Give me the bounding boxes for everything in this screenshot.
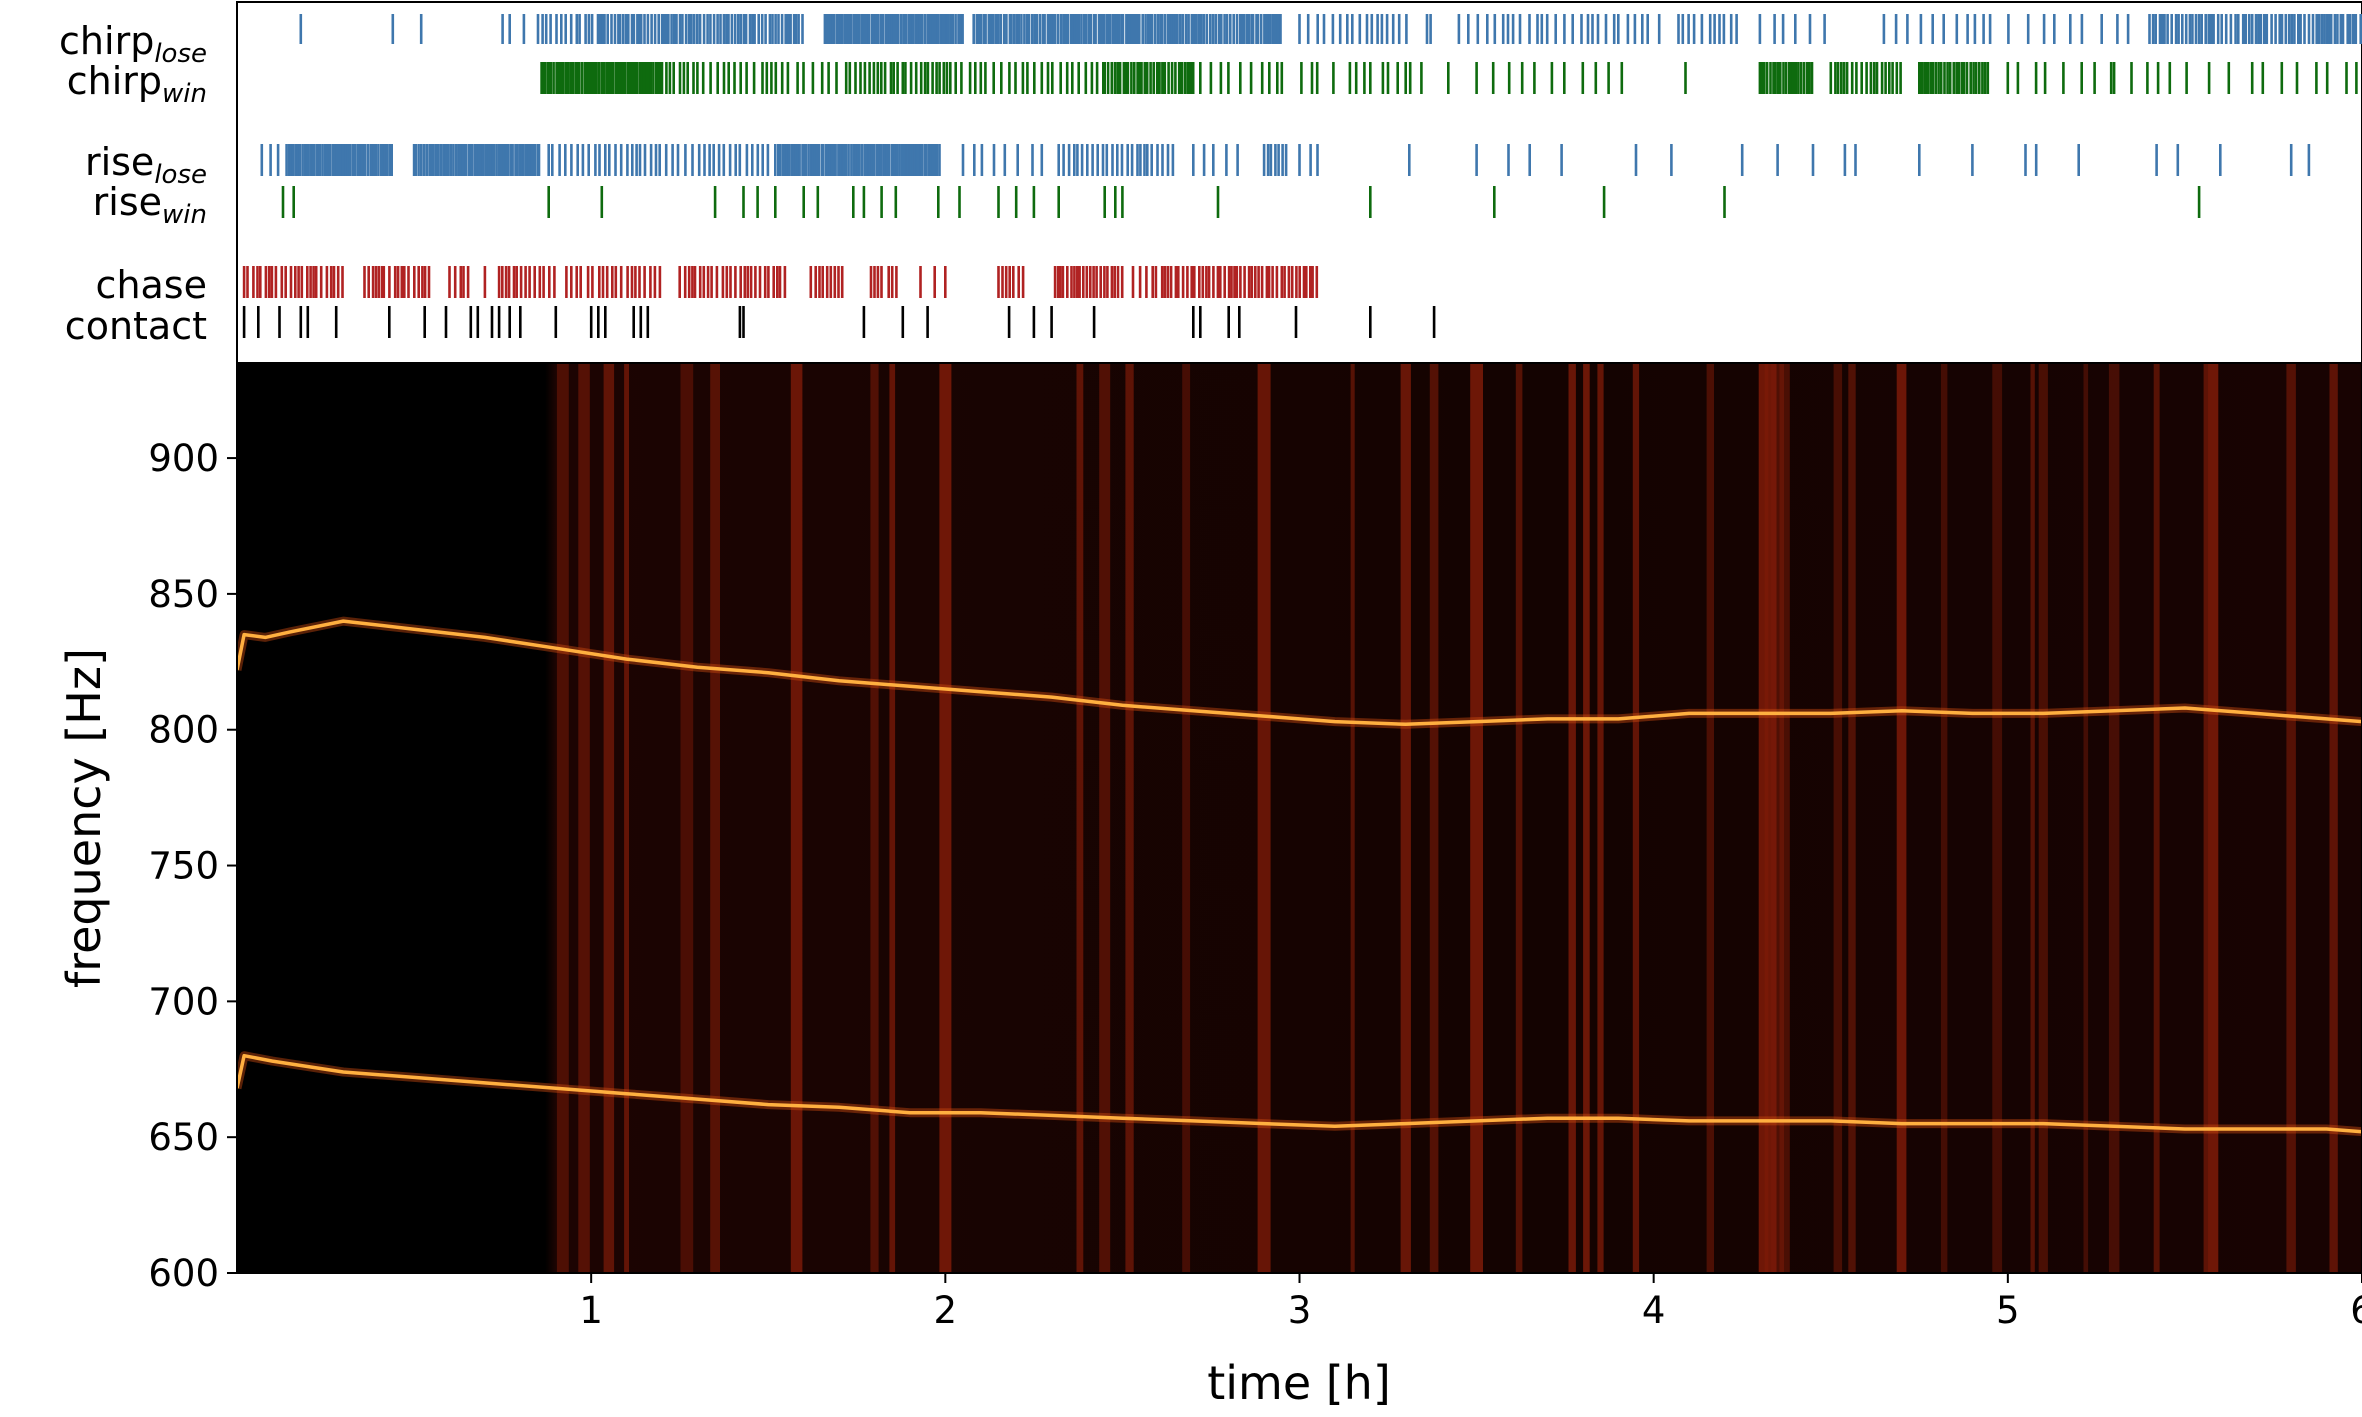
noise-band	[790, 363, 803, 1273]
x-tick-label: 1	[579, 1289, 603, 1332]
y-tick-label: 900	[148, 437, 219, 480]
event-raster-marks	[242, 14, 2362, 338]
noise-band	[680, 363, 694, 1273]
x-tick-label: 5	[1996, 1289, 2020, 1332]
row-label-chirp-win: chirpwin	[67, 59, 207, 109]
x-tick-label: 3	[1288, 1289, 1312, 1332]
noise-band	[870, 363, 879, 1273]
row-label-rise-win: risewin	[93, 180, 207, 230]
noise-band	[2038, 363, 2048, 1273]
noise-band	[1470, 363, 1483, 1273]
noise-band	[578, 363, 590, 1273]
y-tick-label: 700	[148, 980, 219, 1023]
frequency-trace-1	[237, 619, 2362, 727]
row-label-chirp-lose: chirplose	[59, 19, 207, 69]
y-tick-label: 850	[148, 573, 219, 616]
frequency-trace-2	[237, 1053, 2362, 1134]
noise-band	[1583, 363, 1590, 1273]
x-tick-label: 2	[934, 1289, 958, 1332]
spectrogram-background	[237, 363, 2362, 1273]
noise-band	[2030, 363, 2035, 1273]
noise-band	[710, 363, 720, 1273]
noise-band	[2329, 363, 2338, 1273]
noise-band	[1833, 363, 1843, 1273]
row-label-rise-lose: riselose	[85, 140, 207, 190]
y-tick-label: 800	[148, 709, 219, 752]
y-axis-title: frequency [Hz]	[57, 648, 111, 988]
noise-band	[1125, 363, 1134, 1273]
noise-band	[2083, 363, 2089, 1273]
noise-band	[1350, 363, 1355, 1273]
noise-band	[2286, 363, 2296, 1273]
noise-band	[1779, 363, 1790, 1273]
row-label-chase: chase	[96, 263, 207, 307]
spectrogram-noise-bands	[556, 363, 2338, 1273]
noise-band	[1764, 363, 1777, 1273]
noise-band	[624, 363, 629, 1273]
noise-band	[889, 363, 896, 1273]
noise-band	[1848, 363, 1856, 1273]
noise-band	[1896, 363, 1907, 1273]
noise-band	[1632, 363, 1640, 1273]
noise-band	[1429, 363, 1439, 1273]
noise-band	[556, 363, 569, 1273]
noise-band	[2153, 363, 2160, 1273]
noise-band	[1992, 363, 2003, 1273]
spectrogram-traces	[237, 616, 2362, 1137]
noise-band	[1758, 363, 1769, 1273]
noise-band	[2208, 363, 2219, 1273]
x-tick-label: 6	[2350, 1289, 2362, 1332]
row-label-contact: contact	[65, 304, 207, 348]
event-raster-panel: chirplose chirpwin riselose risewin chas…	[59, 1, 2362, 364]
noise-band	[603, 363, 615, 1273]
x-tick-label: 4	[1642, 1289, 1666, 1332]
noise-band	[1597, 363, 1604, 1273]
noise-band	[1706, 363, 1714, 1273]
y-tick-label: 650	[148, 1116, 219, 1159]
y-axis-ticks: 600 650 700 750 800 850 900	[148, 437, 237, 1295]
noise-band	[1076, 363, 1084, 1273]
noise-band	[2108, 363, 2120, 1273]
x-axis-ticks: 1 2 3 4 5 6	[579, 1273, 2362, 1332]
spectrogram-panel: 1 2 3 4 5 6 600 650 700 750 800 850 900 time [h] fr…	[57, 362, 2362, 1410]
y-tick-label: 600	[148, 1252, 219, 1295]
noise-band	[939, 363, 952, 1273]
noise-band	[1099, 363, 1111, 1273]
noise-band	[1940, 363, 1948, 1273]
y-tick-label: 750	[148, 845, 219, 888]
noise-band	[2203, 363, 2209, 1273]
noise-band	[1257, 363, 1271, 1273]
noise-band	[1182, 363, 1191, 1273]
event-raster-labels: chirplose chirpwin riselose risewin chas…	[59, 19, 207, 348]
noise-band	[1515, 363, 1523, 1273]
noise-band	[1400, 363, 1411, 1273]
noise-band	[1568, 363, 1576, 1273]
x-axis-title: time [h]	[1207, 1356, 1391, 1410]
